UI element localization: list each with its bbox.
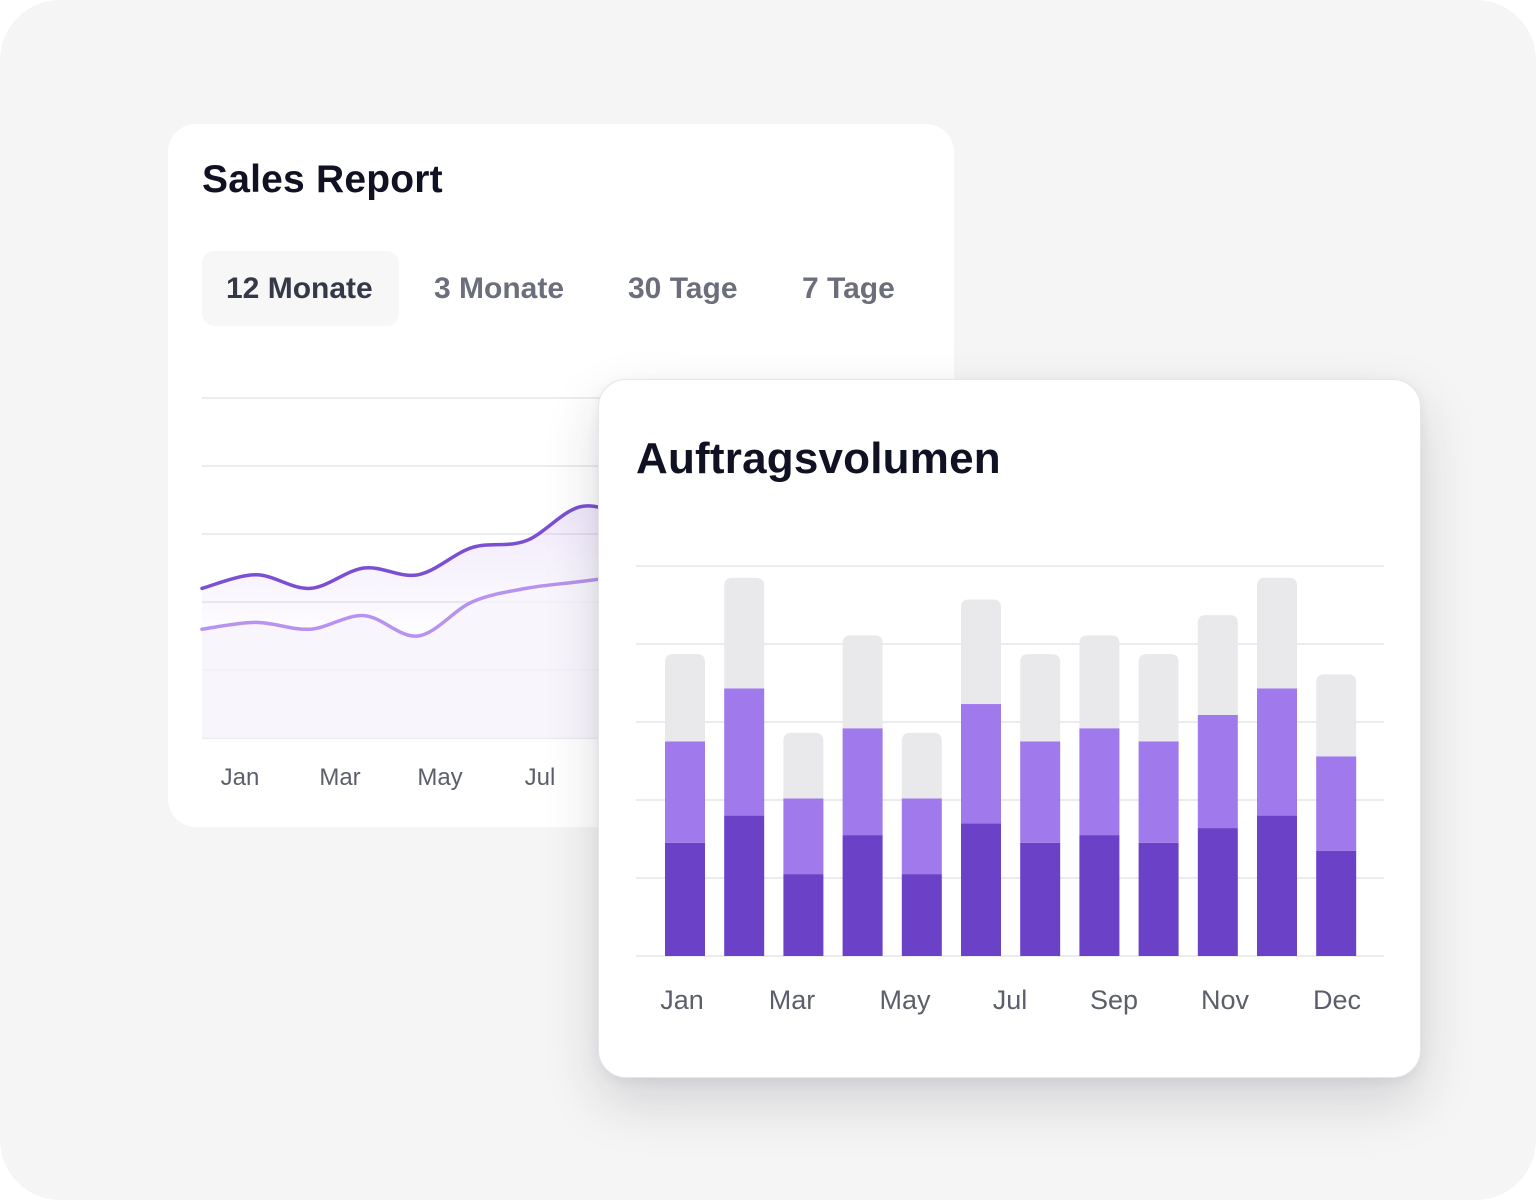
bar-segment-3 <box>1197 615 1238 715</box>
bar-chart-tick-label: May <box>879 985 931 1015</box>
line-chart-tick-label: Jan <box>221 764 260 791</box>
bar-stack <box>1020 654 1061 956</box>
bar-segment-1 <box>665 842 705 956</box>
bar-segment-1 <box>1257 815 1297 956</box>
bar-segment-2 <box>1316 756 1357 851</box>
bar-segment-2 <box>1197 714 1238 829</box>
bar-chart-tick-label: Jan <box>660 985 704 1015</box>
bar-segment-3 <box>1138 654 1179 742</box>
bar-segment-2 <box>783 798 824 875</box>
order-volume-title: Auftragsvolumen <box>636 434 1001 483</box>
order-volume-bar-chart: Jan Mar May Jul Sep Nov Dec <box>636 565 1384 1015</box>
bar-stack <box>1079 635 1120 956</box>
bar-segment-2 <box>724 688 765 816</box>
bar-chart-bars <box>665 577 1357 956</box>
bar-chart-tick-label: Nov <box>1201 985 1250 1015</box>
bar-segment-1 <box>783 874 824 956</box>
bar-stack <box>842 635 883 956</box>
bar-chart-tick-label: Sep <box>1090 985 1138 1015</box>
bar-segment-2 <box>842 728 883 836</box>
bar-segment-2 <box>1138 741 1179 843</box>
bar-segment-3 <box>961 599 1001 705</box>
sales-report-title: Sales Report <box>202 158 443 201</box>
bar-segment-1 <box>901 874 942 956</box>
bar-segment-1 <box>1316 850 1357 956</box>
bar-segment-2 <box>961 704 1001 824</box>
bar-segment-3 <box>901 732 942 799</box>
line-chart-tick-label: Mar <box>319 764 360 791</box>
bar-stack <box>1197 615 1238 956</box>
bar-segment-2 <box>665 741 705 843</box>
line-chart-tick-label: Jul <box>525 764 556 791</box>
tab-7-tage[interactable]: 7 Tage <box>802 272 895 305</box>
bar-segment-1 <box>1079 835 1120 956</box>
bar-segment-3 <box>1316 674 1357 757</box>
bar-stack <box>724 577 765 956</box>
order-volume-card: Auftragsvolumen Jan Mar May Jul Sep Nov Dec <box>598 379 1421 1078</box>
bar-stack <box>901 732 942 956</box>
bar-segment-3 <box>724 577 765 689</box>
bar-chart-tick-label: Dec <box>1313 985 1361 1015</box>
line-chart-area-between <box>202 445 796 637</box>
bar-segment-3 <box>665 654 705 742</box>
bar-chart-tick-label: Mar <box>769 985 816 1015</box>
bar-chart-tick-label: Jul <box>993 985 1028 1015</box>
tab-3-monate[interactable]: 3 Monate <box>434 272 565 305</box>
bar-segment-2 <box>1257 688 1297 816</box>
bar-stack <box>783 732 824 956</box>
bar-stack <box>961 599 1001 956</box>
bar-segment-3 <box>842 635 883 729</box>
bar-segment-1 <box>842 835 883 956</box>
bar-segment-3 <box>1257 577 1297 689</box>
bar-stack <box>1138 654 1179 956</box>
bar-segment-1 <box>1138 842 1179 956</box>
bar-segment-3 <box>1079 635 1120 729</box>
bar-segment-1 <box>724 815 765 956</box>
bar-chart-x-ticks: Jan Mar May Jul Sep Nov Dec <box>660 985 1361 1015</box>
tab-12-monate[interactable]: 12 Monate <box>202 251 399 326</box>
tab-30-tage[interactable]: 30 Tage <box>628 272 738 305</box>
bar-segment-1 <box>1197 828 1238 956</box>
line-chart-tick-label: May <box>417 764 462 791</box>
bar-segment-1 <box>961 823 1001 956</box>
bar-stack <box>1316 674 1357 956</box>
bar-stack <box>1257 577 1297 956</box>
bar-stack <box>665 654 705 956</box>
line-chart-x-ticks: Jan Mar May Jul <box>221 764 556 791</box>
bar-segment-3 <box>1020 654 1061 742</box>
bar-segment-1 <box>1020 842 1061 956</box>
bar-segment-2 <box>901 798 942 875</box>
bar-segment-3 <box>783 732 824 799</box>
bar-segment-2 <box>1079 728 1120 836</box>
bar-segment-2 <box>1020 741 1061 843</box>
